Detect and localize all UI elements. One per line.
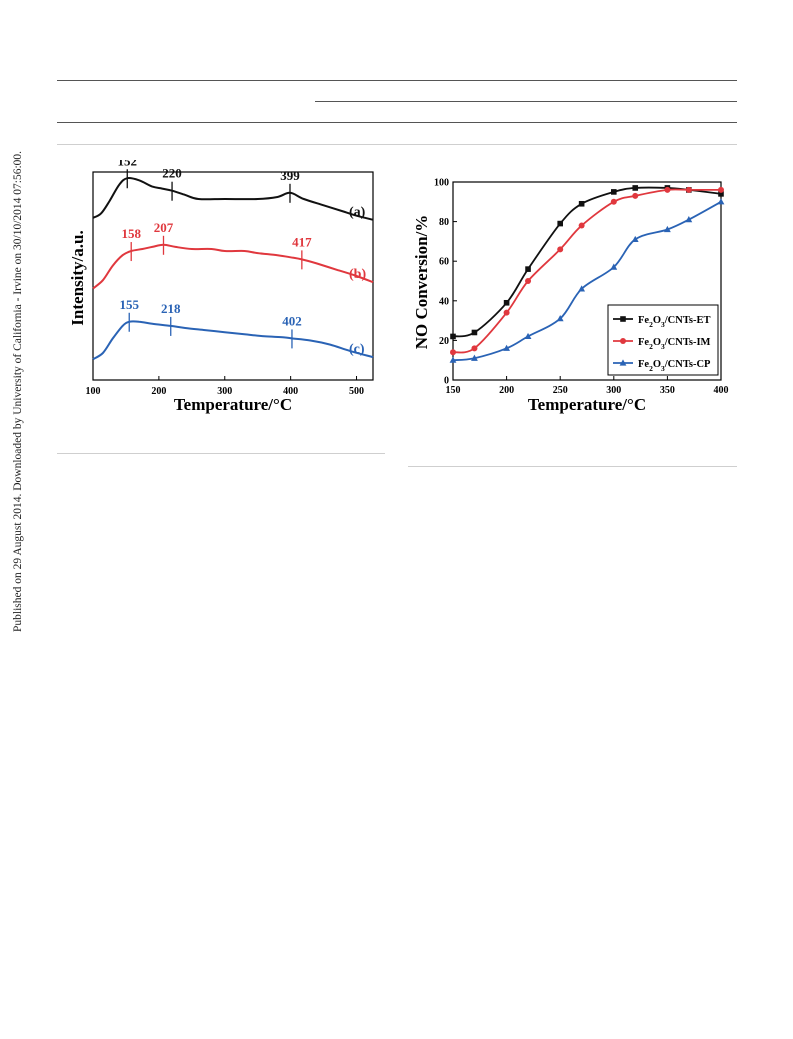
x-tick-label: 500 — [349, 386, 364, 397]
peak-label: 417 — [292, 234, 312, 249]
x-tick-label: 150 — [446, 385, 461, 396]
data-point-triangle — [664, 225, 671, 233]
y-axis-title: NO Conversion/% — [412, 215, 431, 350]
x-tick-label: 400 — [283, 386, 298, 397]
y-axis-title: Intensity/a.u. — [68, 230, 87, 325]
x-tick-label: 250 — [553, 385, 568, 396]
y-tick-label: 20 — [439, 336, 449, 347]
y-tick-label: 60 — [439, 257, 449, 268]
download-watermark: Published on 29 August 2014. Downloaded … — [0, 0, 24, 1039]
legend-label: Fe2O3/CNTs-IM — [638, 337, 711, 351]
x-tick-label: 200 — [151, 386, 166, 397]
peak-label: 399 — [280, 168, 300, 183]
series-label: (b) — [349, 267, 366, 282]
peak-label: 218 — [161, 301, 181, 316]
rule-caption-right — [408, 466, 737, 467]
x-axis-title: Temperature/°C — [174, 395, 292, 414]
peak-label: 207 — [154, 220, 174, 235]
series-line — [92, 177, 374, 221]
data-point-circle — [578, 222, 585, 229]
data-point-square — [450, 333, 456, 340]
rule-top — [57, 80, 737, 81]
data-point-circle — [718, 186, 724, 193]
peak-label: 402 — [282, 313, 302, 328]
series-line — [92, 320, 374, 361]
data-point-triangle — [471, 354, 478, 361]
data-point-square — [578, 200, 585, 207]
data-point-circle — [450, 349, 456, 356]
data-point-triangle — [578, 285, 586, 292]
data-point-circle — [632, 192, 639, 199]
y-tick-label: 0 — [444, 376, 449, 387]
data-point-square — [525, 266, 531, 272]
data-point-triangle — [449, 356, 457, 363]
series-line — [92, 243, 374, 290]
y-tick-label: 100 — [434, 178, 449, 189]
data-point-triangle — [631, 235, 639, 243]
data-point-circle — [557, 246, 564, 253]
series-label: (c) — [349, 342, 365, 357]
rule-table-bottom — [57, 122, 737, 123]
no-conversion-chart: 150 200 250 300 350 400 0 20 40 60 80 100 Fe2O3/CNT… — [412, 178, 729, 415]
data-point-circle — [620, 338, 626, 344]
peak-label: 152 — [118, 160, 137, 168]
data-point-circle — [664, 186, 671, 193]
peak-label: 220 — [162, 166, 182, 181]
rule-table-mid — [315, 101, 737, 102]
data-point-triangle — [610, 263, 618, 270]
intensity-chart: 100 200 300 400 500 (a) 152 220 399 (b) 158 207 417… — [68, 160, 374, 414]
data-point-triangle — [619, 359, 627, 366]
peak-label: 158 — [121, 226, 141, 241]
x-tick-label: 100 — [86, 386, 101, 397]
data-point-circle — [610, 198, 617, 205]
data-point-square — [557, 220, 563, 227]
download-watermark-text: Published on 29 August 2014. Downloaded … — [12, 150, 24, 632]
data-point-circle — [471, 345, 478, 352]
data-point-triangle — [717, 198, 725, 205]
rule-caption-left — [57, 453, 385, 454]
plot-frame — [92, 171, 374, 381]
data-point-triangle — [524, 332, 532, 340]
data-point-square — [632, 185, 639, 191]
data-point-square — [620, 316, 626, 322]
peak-label: 155 — [119, 297, 139, 312]
data-point-square — [503, 299, 510, 306]
legend-label: Fe2O3/CNTs-CP — [638, 359, 711, 373]
rule-figure-top — [57, 144, 737, 145]
y-tick-label: 40 — [439, 296, 449, 307]
data-point-triangle — [503, 344, 510, 351]
data-point-square — [718, 191, 724, 197]
x-tick-label: 300 — [606, 385, 621, 396]
data-point-square — [611, 189, 617, 195]
x-tick-label: 350 — [660, 385, 675, 396]
x-axis-title: Temperature/°C — [528, 395, 646, 414]
data-point-circle — [503, 309, 510, 316]
data-point-square — [471, 329, 478, 336]
x-tick-label: 300 — [217, 386, 232, 397]
y-tick-label: 80 — [439, 217, 449, 228]
x-tick-label: 400 — [714, 385, 729, 396]
plot-frame — [452, 181, 722, 381]
data-point-circle — [525, 278, 532, 284]
data-point-triangle — [685, 216, 693, 223]
series-label: (a) — [349, 205, 366, 220]
data-point-triangle — [556, 315, 564, 322]
x-tick-label: 200 — [499, 385, 514, 396]
legend-label: Fe2O3/CNTs-ET — [638, 315, 710, 329]
data-point-circle — [685, 186, 692, 193]
